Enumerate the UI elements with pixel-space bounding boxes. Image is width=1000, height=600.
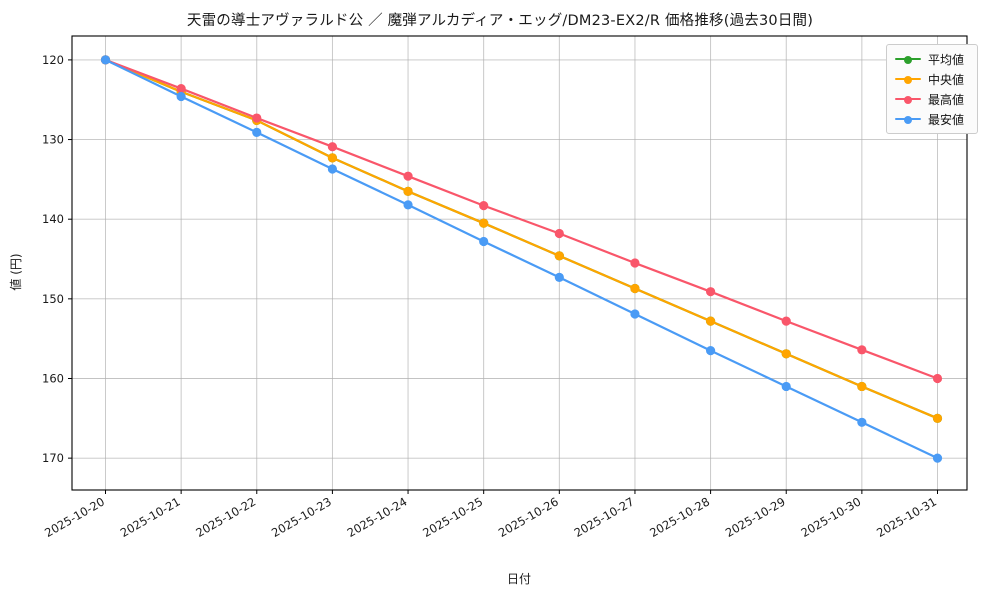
x-tick-label: 2025-10-28	[647, 494, 712, 540]
legend-swatch-icon	[895, 72, 921, 86]
y-axis-title: 値 (円)	[8, 253, 23, 290]
series-line-最高値	[104, 58, 939, 380]
legend-swatch-icon	[895, 52, 921, 66]
legend-item-平均値[interactable]: 平均値	[889, 49, 975, 69]
data-point	[176, 83, 186, 94]
x-tick-label: 2025-10-21	[118, 494, 183, 540]
legend-swatch-icon	[895, 112, 921, 126]
gridlines	[72, 36, 967, 490]
y-tick-label: 170	[42, 451, 64, 465]
x-tick-label: 2025-10-30	[798, 494, 863, 540]
data-point	[857, 345, 867, 355]
y-tick-label: 130	[42, 133, 64, 147]
x-tick-label: 2025-10-23	[269, 494, 334, 540]
y-tick-label: 140	[42, 212, 64, 226]
legend-label: 中央値	[928, 72, 965, 87]
legend-item-最高値[interactable]: 最高値	[889, 89, 975, 109]
x-tick-label: 2025-10-31	[874, 494, 939, 540]
chart-title: 天雷の導士アヴァラルド公 ／ 魔弾アルカディア・エッグ/DM23-EX2/R 価…	[186, 13, 814, 29]
y-tick-label: 150	[42, 292, 64, 306]
x-tick-label: 2025-10-27	[572, 494, 637, 540]
x-tick-label: 2025-10-24	[345, 494, 410, 540]
legend-label: 最安値	[928, 112, 965, 127]
data-point	[479, 236, 489, 247]
data-point	[479, 218, 489, 228]
data-point	[554, 272, 564, 282]
data-point	[327, 164, 338, 174]
series-line-最安値	[104, 58, 939, 460]
data-point	[781, 381, 791, 392]
y-tick-label: 120	[42, 53, 64, 67]
data-point	[705, 346, 716, 356]
legend-swatch-icon	[895, 92, 921, 106]
x-tick-labels: 2025-10-20 2025-10-21 2025-10-22 2025-10-23…	[42, 494, 939, 540]
data-point	[403, 200, 413, 210]
data-point	[403, 186, 413, 196]
data-point	[781, 316, 791, 326]
data-point	[100, 55, 111, 65]
data-series-layer	[100, 55, 943, 463]
y-tick-labels: 170 160 150 140 130 120	[42, 53, 64, 465]
data-point	[857, 417, 867, 427]
data-point	[327, 142, 338, 152]
data-point	[932, 453, 943, 463]
chart-legend: 平均値中央値最高値最安値	[886, 44, 978, 134]
data-point	[554, 228, 564, 239]
data-point	[252, 127, 262, 137]
legend-label: 平均値	[928, 52, 965, 67]
legend-item-中央値[interactable]: 中央値	[889, 69, 975, 89]
data-point	[630, 309, 640, 319]
data-point	[932, 413, 943, 423]
data-point	[176, 91, 186, 102]
data-point	[554, 251, 564, 261]
data-point	[479, 201, 489, 211]
x-tick-label: 2025-10-20	[42, 494, 107, 540]
legend-item-最安値[interactable]: 最安値	[889, 109, 975, 129]
series-line-中央値	[104, 58, 939, 420]
data-point	[781, 349, 791, 359]
x-tick-label: 2025-10-22	[193, 494, 258, 540]
data-point	[932, 373, 943, 384]
axis-frame	[68, 35, 968, 494]
data-point	[630, 283, 640, 294]
data-point	[327, 153, 338, 163]
data-point	[630, 258, 640, 268]
data-point	[252, 113, 262, 123]
x-axis-title: 日付	[507, 572, 531, 586]
legend-label: 最高値	[928, 92, 965, 107]
y-tick-label: 160	[42, 371, 64, 385]
data-point	[705, 316, 716, 326]
data-point	[705, 287, 716, 297]
x-tick-label: 2025-10-29	[723, 494, 788, 540]
x-tick-label: 2025-10-26	[496, 494, 561, 540]
data-point	[857, 381, 867, 392]
data-point	[403, 171, 413, 181]
x-tick-label: 2025-10-25	[420, 494, 485, 540]
plot-frame	[71, 35, 968, 491]
